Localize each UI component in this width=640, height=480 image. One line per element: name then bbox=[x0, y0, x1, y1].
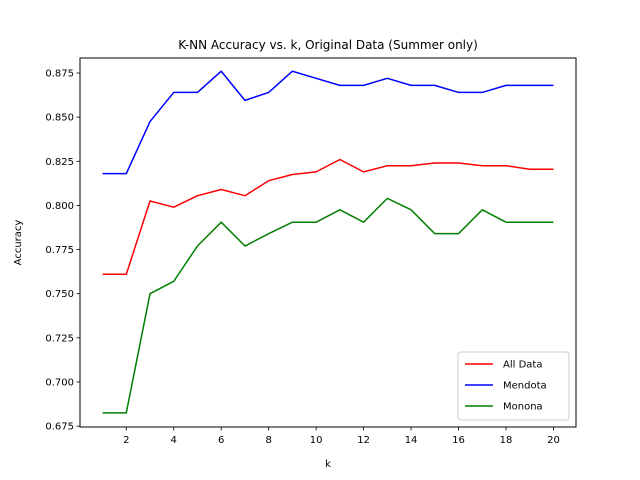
legend-label-monona: Monona bbox=[503, 402, 543, 413]
plot-frame bbox=[79, 57, 577, 428]
x-tick-label: 4 bbox=[171, 435, 177, 446]
y-tick-label: 0.850 bbox=[45, 113, 74, 124]
series-line-mendota bbox=[102, 70, 554, 175]
x-tick-label: 8 bbox=[265, 435, 271, 446]
legend: All Data Mendota Monona bbox=[457, 351, 570, 421]
series-line-all-data bbox=[102, 158, 554, 276]
y-tick-label: 0.675 bbox=[45, 422, 74, 433]
x-tick-label: 10 bbox=[310, 435, 323, 446]
x-axis-label: k bbox=[325, 459, 331, 470]
x-tick-label: 2 bbox=[123, 435, 129, 446]
y-axis-ticks: 0.675 0.700 0.725 0.750 0.775 0.800 0.825 0.850… bbox=[45, 69, 80, 433]
y-tick-label: 0.775 bbox=[45, 245, 74, 256]
x-tick-label: 18 bbox=[500, 435, 513, 446]
x-tick-label: 16 bbox=[452, 435, 465, 446]
y-tick-label: 0.800 bbox=[45, 201, 74, 212]
y-tick-label: 0.875 bbox=[45, 69, 74, 80]
chart-title: K-NN Accuracy vs. k, Original Data (Summ… bbox=[178, 38, 478, 52]
x-tick-label: 12 bbox=[357, 435, 370, 446]
legend-label-mendota: Mendota bbox=[503, 381, 547, 392]
y-tick-label: 0.750 bbox=[45, 289, 74, 300]
series-line-monona bbox=[102, 197, 554, 414]
x-tick-label: 20 bbox=[547, 435, 560, 446]
y-axis-label: Accuracy bbox=[13, 220, 24, 266]
x-tick-label: 6 bbox=[218, 435, 224, 446]
legend-box bbox=[457, 351, 570, 421]
legend-label-all-data: All Data bbox=[503, 360, 542, 371]
y-tick-label: 0.725 bbox=[45, 333, 74, 344]
x-tick-label: 14 bbox=[405, 435, 418, 446]
y-tick-label: 0.825 bbox=[45, 157, 74, 168]
x-axis-ticks: 2 4 6 8 10 12 14 16 18 20 bbox=[123, 427, 560, 446]
series-layer bbox=[102, 70, 554, 414]
y-tick-label: 0.700 bbox=[45, 377, 74, 388]
